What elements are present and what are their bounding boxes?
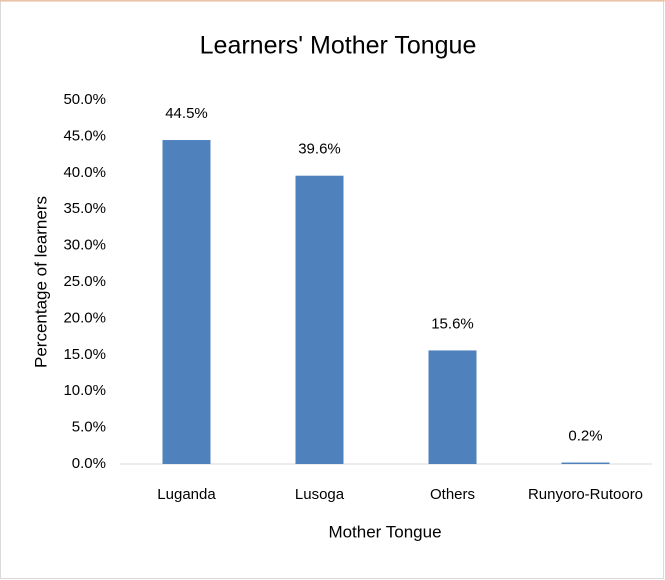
y-tick-label: 20.0% [63,309,106,326]
y-tick-label: 35.0% [63,200,106,217]
y-tick-label: 50.0% [63,91,106,108]
bar [162,140,211,465]
x-tick-label: Runyoro-Rutooro [528,486,643,503]
y-tick-label: 5.0% [72,419,106,436]
y-axis-label: Percentage of learners [31,196,50,368]
y-tick-label: 25.0% [63,273,106,290]
data-label: 15.6% [431,315,474,332]
y-tick-label: 45.0% [63,127,106,144]
y-tick-label: 0.0% [72,455,106,472]
y-tick-label: 30.0% [63,237,106,254]
chart-title: Learners' Mother Tongue [200,32,477,60]
x-tick-label: Lusoga [295,486,345,503]
bar [561,462,610,464]
y-tick-label: 15.0% [63,346,106,363]
y-tick-label: 10.0% [63,382,106,399]
x-tick-label: Luganda [157,486,216,503]
x-tick-label: Others [430,486,475,503]
data-label: 0.2% [568,428,602,445]
data-label: 44.5% [165,105,208,122]
bar [428,350,477,464]
bar [295,175,344,464]
y-tick-label: 40.0% [63,164,106,181]
data-label: 39.6% [298,141,341,158]
x-axis-label: Mother Tongue [328,522,441,541]
